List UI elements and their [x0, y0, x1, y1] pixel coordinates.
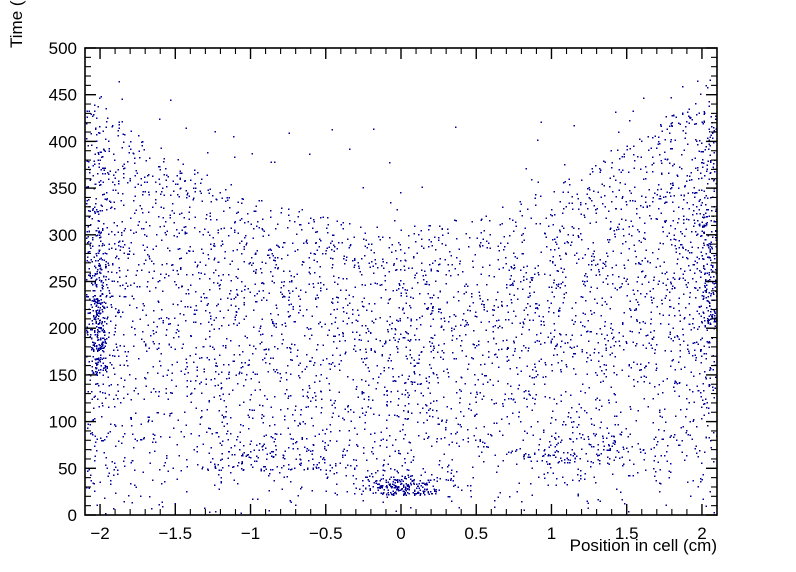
- y-tick-label: 350: [49, 179, 77, 198]
- x-axis-title: Position in cell (cm): [570, 536, 717, 555]
- x-axis-ticks: [84, 48, 703, 515]
- y-tick-label: 500: [49, 39, 77, 58]
- y-tick-label: 250: [49, 273, 77, 292]
- x-tick-label: 1: [547, 524, 556, 543]
- x-tick-label: −0.5: [309, 524, 343, 543]
- y-axis-title: Time (ns): [7, 0, 26, 48]
- y-tick-label: 50: [58, 459, 77, 478]
- x-tick-label: −2: [90, 524, 109, 543]
- y-tick-label: 450: [49, 86, 77, 105]
- axes-layer: [84, 47, 718, 516]
- y-axis-tick-labels: 0 50 100 150 200 250 300 350 400 450 500: [49, 39, 77, 525]
- y-tick-label: 300: [49, 226, 77, 245]
- y-tick-label: 150: [49, 366, 77, 385]
- y-tick-label: 0: [68, 506, 77, 525]
- x-tick-label: 0.5: [464, 524, 488, 543]
- x-tick-label: −1.5: [159, 524, 193, 543]
- x-tick-label: 2: [697, 524, 706, 543]
- x-tick-label: 0: [396, 524, 405, 543]
- y-tick-label: 200: [49, 319, 77, 338]
- x-axis-tick-labels: −2 −1.5 −1 −0.5 0 0.5 1 1.5 2: [90, 524, 706, 543]
- x-tick-label: 1.5: [615, 524, 639, 543]
- y-axis-ticks: [85, 47, 717, 516]
- plot-frame: [84, 47, 718, 516]
- y-tick-label: 100: [49, 413, 77, 432]
- y-tick-label: 400: [49, 132, 77, 151]
- x-tick-label: −1: [241, 524, 260, 543]
